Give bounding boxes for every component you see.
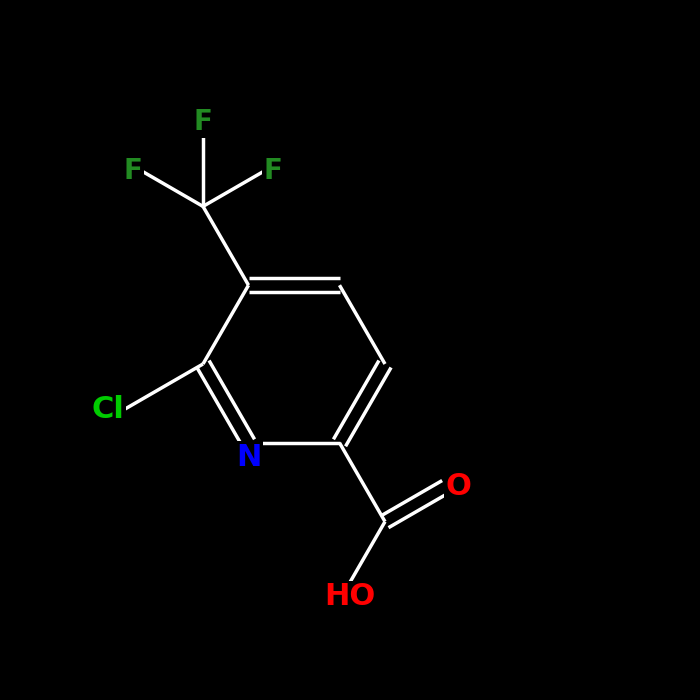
- Text: F: F: [194, 108, 212, 136]
- Text: O: O: [446, 472, 472, 501]
- Text: HO: HO: [324, 582, 376, 611]
- Text: F: F: [264, 158, 283, 186]
- Text: F: F: [123, 158, 142, 186]
- Text: N: N: [236, 443, 261, 472]
- Text: Cl: Cl: [91, 395, 124, 424]
